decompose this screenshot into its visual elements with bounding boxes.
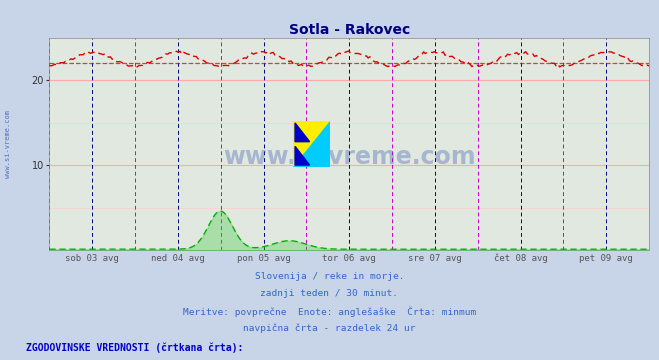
Text: Slovenija / reke in morje.: Slovenija / reke in morje. (255, 272, 404, 281)
Text: Meritve: povprečne  Enote: anglešaške  Črta: minmum: Meritve: povprečne Enote: anglešaške Črt… (183, 306, 476, 317)
Polygon shape (293, 121, 330, 167)
Text: pon 05 avg: pon 05 avg (237, 254, 291, 263)
Text: čet 08 avg: čet 08 avg (494, 254, 548, 263)
Polygon shape (293, 121, 330, 167)
Text: ZGODOVINSKE VREDNOSTI (črtkana črta):: ZGODOVINSKE VREDNOSTI (črtkana črta): (26, 343, 244, 353)
Text: zadnji teden / 30 minut.: zadnji teden / 30 minut. (260, 289, 399, 298)
Text: navpična črta - razdelek 24 ur: navpična črta - razdelek 24 ur (243, 324, 416, 333)
Polygon shape (295, 146, 310, 165)
Text: pet 09 avg: pet 09 avg (579, 254, 633, 263)
Text: sre 07 avg: sre 07 avg (408, 254, 462, 263)
Text: sob 03 avg: sob 03 avg (65, 254, 119, 263)
Text: www.si-vreme.com: www.si-vreme.com (5, 110, 11, 178)
Text: ned 04 avg: ned 04 avg (151, 254, 205, 263)
Text: tor 06 avg: tor 06 avg (322, 254, 376, 263)
Title: Sotla - Rakovec: Sotla - Rakovec (289, 23, 410, 37)
Polygon shape (295, 123, 310, 141)
Text: www.si-vreme.com: www.si-vreme.com (223, 145, 476, 169)
